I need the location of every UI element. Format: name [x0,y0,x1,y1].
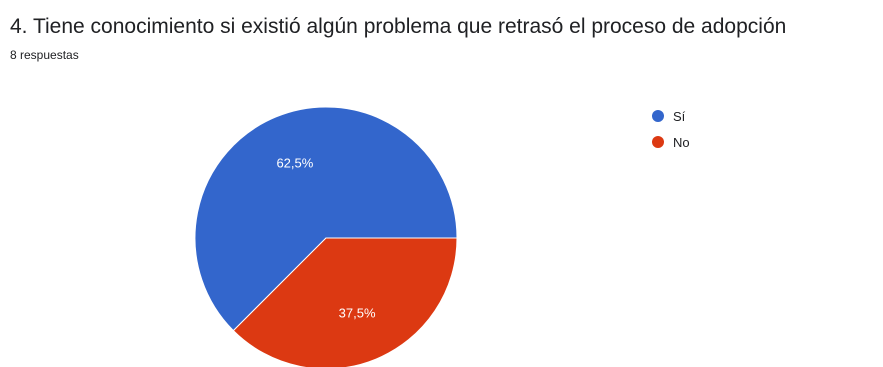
response-count: 8 respuestas [10,48,79,62]
legend-label-si: Sí [673,108,686,124]
pie-label-no: 37,5% [339,306,376,321]
pie-label-si: 62,5% [276,156,313,171]
legend-label-no: No [673,134,690,150]
legend-item-no[interactable]: No [652,133,690,151]
legend-swatch-si [652,110,664,122]
question-title: 4. Tiene conocimiento si existió algún p… [10,15,787,38]
chart-legend: Sí No [652,107,690,159]
legend-item-si[interactable]: Sí [652,107,690,125]
pie-slice-si[interactable] [194,106,458,332]
pie-slice-no[interactable] [232,237,458,367]
legend-swatch-no [652,136,664,148]
